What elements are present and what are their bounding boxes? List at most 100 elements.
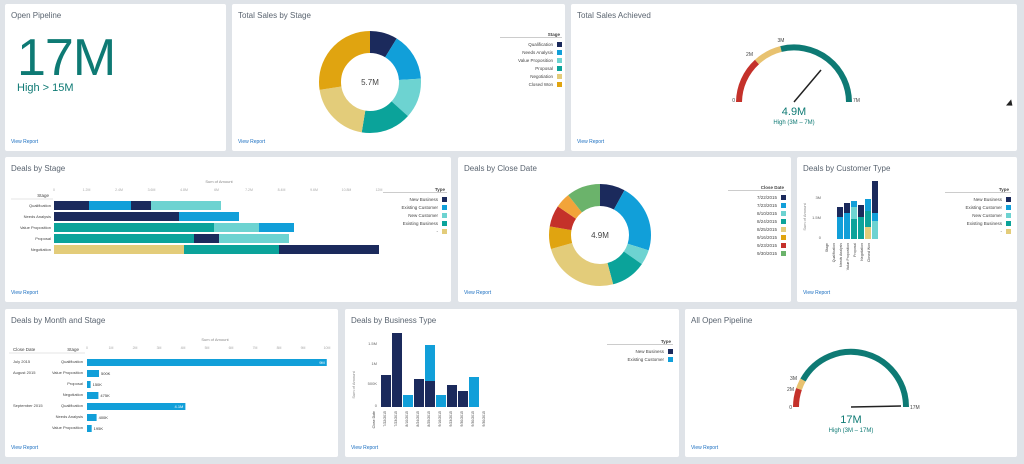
legend-item: Existing Customer	[383, 203, 447, 211]
svg-text:Stage: Stage	[825, 243, 829, 252]
legend-item: Existing Business	[383, 219, 447, 227]
svg-text:Negotiation: Negotiation	[860, 243, 864, 261]
svg-text:9M: 9M	[301, 346, 306, 350]
svg-text:Needs Analysis: Needs Analysis	[24, 214, 51, 219]
svg-text:Value Proposition: Value Proposition	[20, 225, 51, 230]
svg-text:8/24/2015: 8/24/2015	[416, 411, 420, 427]
view-report-link[interactable]: View Report	[351, 445, 379, 451]
legend-item: Existing Customer	[607, 355, 673, 363]
deals-by-customer-title: Deals by Customer Type	[803, 164, 891, 173]
view-report-link[interactable]: View Report	[11, 290, 39, 296]
svg-text:Proposal: Proposal	[67, 381, 83, 386]
sales-achieved-gauge: 0 2M 3M 7M 4.9M High (3M – 7M)	[732, 38, 860, 126]
deals-by-business-chart[interactable]: Sum of Amount 1.5M 1M 500K 0 Close Date 7…	[349, 325, 489, 450]
svg-text:9/30/2015: 9/30/2015	[482, 411, 486, 427]
legend-item: Qualification	[500, 40, 562, 48]
svg-text:Value Proposition: Value Proposition	[846, 243, 850, 270]
deals-by-stage-card: Deals by Stage Sum of Amount 0 1.2M 2.4M 3.…	[5, 157, 451, 302]
svg-text:3M: 3M	[157, 346, 162, 350]
svg-text:9/16/2015: 9/16/2015	[438, 411, 442, 427]
legend-item: Value Proposition	[500, 56, 562, 64]
svg-text:7/22/2015: 7/22/2015	[383, 411, 387, 427]
legend-item: Negotiation	[500, 72, 562, 80]
svg-text:475K: 475K	[100, 393, 110, 398]
view-report-link[interactable]: View Report	[464, 290, 492, 296]
svg-text:9M: 9M	[319, 360, 325, 365]
open-pipeline-title: Open Pipeline	[11, 11, 62, 20]
legend-item: Existing Business	[945, 219, 1011, 227]
svg-text:4M: 4M	[181, 346, 186, 350]
legend-item: Existing Customer	[945, 203, 1011, 211]
svg-text:Proposal: Proposal	[853, 243, 857, 257]
svg-text:5M: 5M	[205, 346, 210, 350]
svg-text:Qualification: Qualification	[29, 203, 51, 208]
svg-text:Negotiation: Negotiation	[63, 392, 83, 397]
svg-text:Stage: Stage	[67, 347, 79, 352]
svg-text:2M: 2M	[133, 346, 138, 350]
all-open-gauge: 0 2M 3M 17M 17M High (3M – 17M)	[787, 348, 920, 434]
svg-text:0: 0	[789, 405, 792, 411]
svg-text:9/30/2015: 9/30/2015	[460, 411, 464, 427]
legend-item: 9/23/2015	[728, 241, 786, 249]
svg-text:3.6M: 3.6M	[148, 188, 156, 192]
svg-text:1M: 1M	[371, 361, 377, 366]
svg-text:6M: 6M	[229, 346, 234, 350]
svg-text:17M: 17M	[840, 414, 861, 426]
view-report-link[interactable]: View Report	[11, 139, 39, 145]
legend-item: 7/22/2015	[728, 193, 786, 201]
svg-text:July 2015: July 2015	[13, 359, 31, 364]
sales-achieved-title: Total Sales Achieved	[577, 11, 651, 20]
svg-text:8/25/2015: 8/25/2015	[427, 411, 431, 427]
svg-text:150K: 150K	[93, 382, 103, 387]
legend-item: New Business	[607, 347, 673, 355]
view-report-link[interactable]: View Report	[238, 139, 266, 145]
sales-achieved-card: Total Sales Achieved 0 2M 3M 7M 4.9M Hig…	[571, 4, 1017, 151]
legend-item: 8/25/2015	[728, 225, 786, 233]
svg-text:Close Date: Close Date	[13, 347, 36, 352]
view-report-link[interactable]: View Report	[803, 290, 831, 296]
view-report-link[interactable]: View Report	[691, 445, 719, 451]
svg-text:4.9M: 4.9M	[591, 231, 609, 240]
svg-text:High (3M – 17M): High (3M – 17M)	[829, 428, 874, 434]
svg-text:0: 0	[732, 98, 735, 104]
deals-by-stage-chart[interactable]: Sum of Amount 0 1.2M 2.4M 3.6M 4.8M 6M 7.2M 8.4…	[9, 179, 385, 279]
svg-text:Needs Analysis: Needs Analysis	[839, 243, 843, 267]
legend-item: 8/10/2015	[728, 209, 786, 217]
deals-by-customer-legend: Type New Business Existing Customer New Cu…	[945, 187, 1011, 235]
view-report-link[interactable]: View Report	[577, 139, 605, 145]
gauge-value: 4.9M	[782, 106, 806, 118]
deals-by-month-chart[interactable]: Sum of Amount 0 1M 2M 3M 4M 5M 6M 7M 8M 9M 10M Clo…	[5, 329, 335, 444]
svg-text:9/30/2015: 9/30/2015	[471, 411, 475, 427]
all-open-title: All Open Pipeline	[691, 316, 753, 325]
svg-text:6M: 6M	[214, 188, 219, 192]
svg-text:10.8M: 10.8M	[342, 188, 352, 192]
legend-item: 8/24/2015	[728, 217, 786, 225]
svg-text:0: 0	[819, 235, 822, 240]
svg-text:Proposal: Proposal	[35, 236, 51, 241]
legend-item: New Business	[383, 195, 447, 203]
deals-by-customer-chart[interactable]: Sum of Amount 3M 1.5M 0 Stage Qualificati…	[801, 177, 911, 287]
open-pipeline-value: 17M	[17, 29, 116, 87]
deals-by-close-legend: Close Date 7/22/2015 7/23/2015 8/10/2015 8/…	[728, 185, 786, 257]
view-report-link[interactable]: View Report	[11, 445, 39, 451]
svg-text:3M: 3M	[778, 38, 785, 44]
svg-text:Negotiation: Negotiation	[31, 247, 51, 252]
legend-item: Closed Won	[500, 80, 562, 88]
svg-text:Qualification: Qualification	[61, 359, 83, 364]
svg-text:400K: 400K	[99, 415, 109, 420]
deals-by-business-legend: Type New Business Existing Customer	[607, 339, 673, 363]
svg-text:Sum of Amount: Sum of Amount	[205, 179, 233, 184]
legend-item: Proposal	[500, 64, 562, 72]
svg-text:8M: 8M	[277, 346, 282, 350]
svg-text:2M: 2M	[787, 387, 794, 393]
sales-by-stage-donut[interactable]: 5.7M	[310, 22, 430, 142]
svg-text:17M: 17M	[910, 405, 920, 411]
legend-item: 9/16/2015	[728, 233, 786, 241]
deals-by-business-card: Deals by Business Type Sum of Amount 1.5…	[345, 309, 679, 457]
legend-item: New Customer	[945, 211, 1011, 219]
deals-by-close-donut[interactable]: 4.9M	[540, 175, 660, 295]
svg-text:2M: 2M	[746, 52, 753, 58]
slice-proposal	[319, 31, 421, 133]
slice-closed-won	[319, 31, 421, 133]
sales-by-stage-title: Total Sales by Stage	[238, 11, 311, 20]
